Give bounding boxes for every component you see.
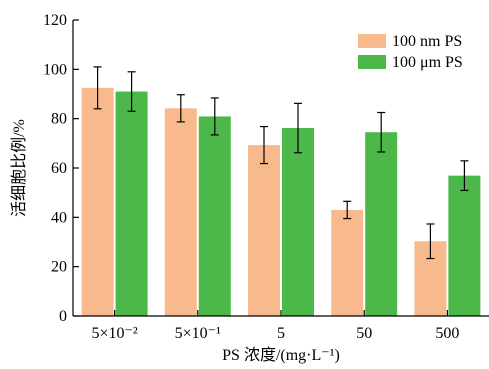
y-tick-label: 20 [51,259,67,276]
bar-series-2 [365,132,398,316]
y-tick-label: 100 [43,61,67,78]
legend-swatch-series-1 [358,34,386,48]
bar-series-2 [282,128,314,316]
y-tick-label: 60 [51,160,67,177]
bar-series-1 [164,108,197,316]
legend: 100 nm PS 100 μm PS [358,33,463,71]
x-tick-label: 5 [277,325,285,342]
legend-label-series-1: 100 nm PS [392,33,462,50]
y-tick-label: 120 [43,12,67,29]
bar-series-2 [448,175,481,316]
bar-series-1 [81,87,114,316]
bar-series-2 [115,91,148,317]
y-axis-ticks: 0 20 40 60 80 100 120 [43,12,79,325]
x-tick-label: 5×10⁻¹ [175,325,221,342]
x-tick-label: 50 [356,325,372,342]
y-tick-label: 0 [59,308,67,325]
y-axis-label: 活细胞比例/% [10,119,28,217]
plot-area [81,66,481,317]
y-tick-label: 80 [51,111,67,128]
legend-label-series-2: 100 μm PS [392,54,463,71]
x-axis-ticks: 5×10⁻² 5×10⁻¹ 5 50 500 [91,310,459,342]
x-axis-label: PS 浓度/(mg·L⁻¹) [222,346,340,364]
legend-swatch-series-2 [358,55,386,69]
bar-series-2 [198,116,231,317]
bar-series-1 [331,209,364,316]
x-tick-label: 500 [435,325,459,342]
bar-series-1 [248,145,280,316]
x-tick-label: 5×10⁻² [91,325,137,342]
y-tick-label: 40 [51,209,67,226]
